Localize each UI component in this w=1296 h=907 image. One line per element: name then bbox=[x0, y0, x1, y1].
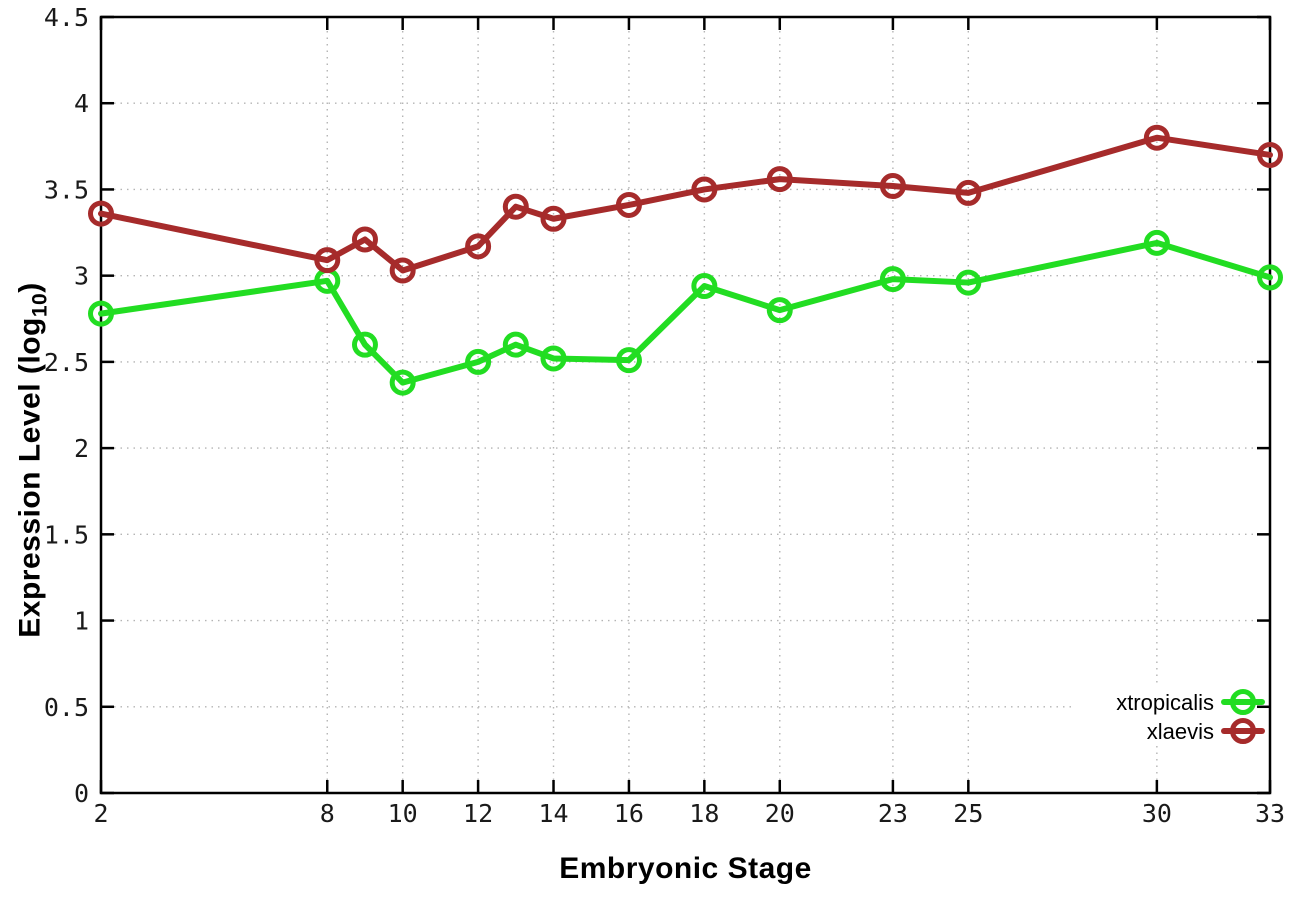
x-tick-label: 30 bbox=[1142, 799, 1172, 828]
data-point-xtropicalis bbox=[1257, 264, 1283, 291]
y-tick-label: 4.5 bbox=[44, 3, 89, 32]
data-point-xtropicalis bbox=[955, 269, 982, 296]
data-point-xtropicalis bbox=[351, 331, 378, 358]
data-point-xlaevis bbox=[955, 179, 982, 206]
y-axis-title-subscript: 10 bbox=[28, 292, 52, 318]
x-tick-label: 12 bbox=[463, 799, 493, 828]
data-point-xtropicalis bbox=[1143, 229, 1170, 256]
x-tick-label: 23 bbox=[878, 799, 908, 828]
y-tick-label: 1 bbox=[74, 607, 89, 636]
x-tick-label: 20 bbox=[765, 799, 795, 828]
y-tick-label: 0 bbox=[74, 779, 89, 808]
data-point-xtropicalis bbox=[766, 297, 793, 324]
series-line-xtropicalis bbox=[98, 239, 1273, 386]
y-axis-title: Expression Level (log10) bbox=[14, 282, 53, 637]
x-tick-label: 14 bbox=[538, 799, 568, 828]
x-tick-label: 25 bbox=[953, 799, 983, 828]
data-point-xlaevis bbox=[879, 172, 906, 199]
y-tick-label: 2 bbox=[74, 434, 89, 463]
x-tick-label: 18 bbox=[689, 799, 719, 828]
data-point-xtropicalis bbox=[540, 345, 567, 372]
data-point-xlaevis bbox=[615, 191, 642, 218]
data-point-xtropicalis bbox=[502, 331, 529, 358]
y-tick-label: 2.5 bbox=[44, 348, 89, 377]
data-point-xlaevis bbox=[540, 205, 567, 232]
data-point-xtropicalis bbox=[691, 273, 718, 300]
data-point-xlaevis bbox=[465, 233, 492, 260]
x-tick-label: 16 bbox=[614, 799, 644, 828]
data-point-xlaevis bbox=[88, 200, 114, 227]
plot-border bbox=[99, 15, 1272, 795]
series-line-xlaevis bbox=[98, 134, 1273, 274]
x-axis-title: Embryonic Stage bbox=[559, 852, 812, 885]
legend-marker-xlaevis bbox=[1230, 718, 1256, 744]
y-tick-label: 3 bbox=[74, 262, 89, 291]
data-point-xtropicalis bbox=[465, 348, 492, 375]
data-point-xlaevis bbox=[314, 247, 341, 274]
data-point-xlaevis bbox=[502, 193, 529, 220]
data-point-xlaevis bbox=[1257, 141, 1283, 168]
y-tick-label: 3.5 bbox=[44, 175, 89, 204]
data-point-xlaevis bbox=[389, 257, 416, 284]
legend-label-xlaevis: xlaevis bbox=[1147, 719, 1214, 744]
y-axis-title-suffix: ) bbox=[13, 282, 47, 293]
data-point-xtropicalis bbox=[615, 347, 642, 374]
y-tick-label: 0.5 bbox=[44, 693, 89, 722]
data-point-xlaevis bbox=[766, 166, 793, 193]
data-point-xlaevis bbox=[1143, 124, 1170, 151]
y-tick-label: 4 bbox=[74, 89, 89, 118]
data-point-xtropicalis bbox=[389, 369, 416, 396]
data-point-xtropicalis bbox=[88, 300, 114, 327]
data-point-xlaevis bbox=[691, 176, 718, 203]
x-tick-label: 2 bbox=[93, 799, 108, 828]
data-point-xtropicalis bbox=[879, 266, 906, 293]
x-tick-label: 10 bbox=[388, 799, 418, 828]
y-tick-label: 1.5 bbox=[44, 520, 89, 549]
y-axis-title-text: Expression Level (log bbox=[13, 317, 47, 638]
data-point-xlaevis bbox=[351, 226, 378, 253]
legend-label-xtropicalis: xtropicalis bbox=[1116, 690, 1214, 715]
legend-marker-xtropicalis bbox=[1230, 689, 1256, 715]
x-tick-label: 33 bbox=[1255, 799, 1285, 828]
x-tick-label: 8 bbox=[320, 799, 335, 828]
